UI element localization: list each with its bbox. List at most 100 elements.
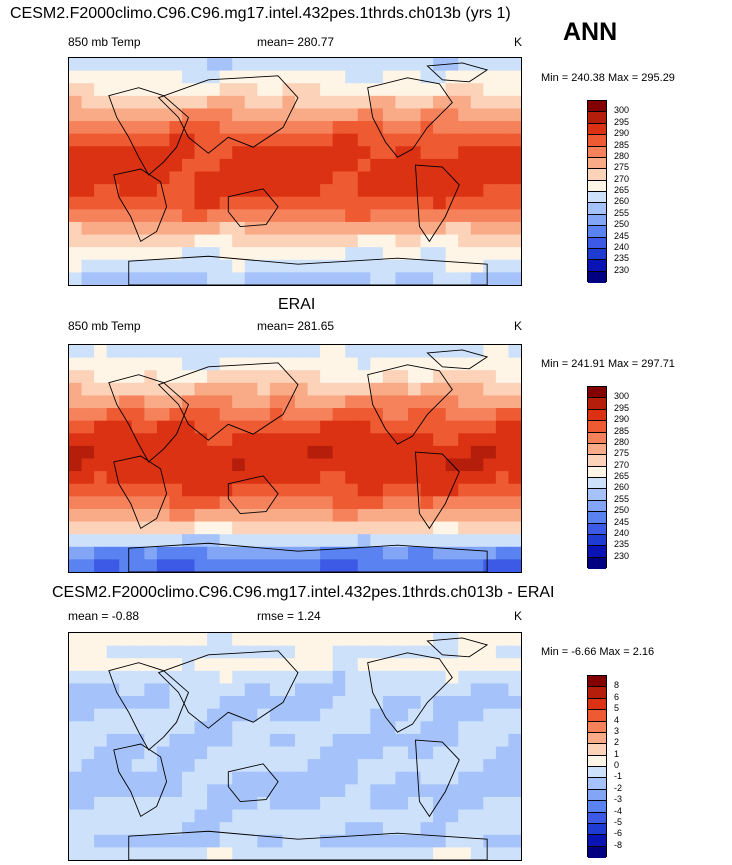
heatmap-cell [106,433,120,447]
heatmap-cell [269,633,283,647]
heatmap-cell [320,559,334,572]
heatmap-cell [106,58,120,72]
heatmap-cell [320,796,334,811]
heatmap-cell [470,658,484,672]
heatmap-cell [119,445,133,459]
heatmap-cell [282,721,296,735]
heatmap-cell [508,121,521,135]
heatmap-cell [182,483,196,497]
heatmap-cell [445,559,459,572]
heatmap-cell [94,370,108,384]
heatmap-cell [182,822,196,836]
heatmap-cell [106,658,120,672]
heatmap-cell [244,496,258,510]
colorbar-swatch [588,157,606,170]
heatmap-cell [207,259,221,273]
heatmap-cell [495,822,509,836]
heatmap-cell [207,796,221,811]
heatmap-cell [307,670,321,684]
heatmap-cell [144,108,158,122]
heatmap-cell [433,847,447,860]
colorbar-tick-label: 6 [614,691,620,702]
coastline [157,650,299,729]
heatmap-cell [370,121,384,135]
heatmap-cell [508,733,521,747]
heatmap-cell [69,95,83,109]
heatmap-cell [295,370,309,384]
heatmap-cell [382,809,396,823]
heatmap-cell [169,171,183,185]
heatmap-cell [433,508,447,523]
heatmap-cell [433,771,447,785]
heatmap-cell [156,683,170,697]
heatmap-cell [382,445,396,459]
heatmap-cell [495,759,509,773]
heatmap-cell [495,247,509,261]
heatmap-cell [382,382,396,396]
heatmap-cell [320,759,334,773]
heatmap-cell [207,58,221,72]
heatmap-cell [483,259,497,273]
heatmap-cell [169,196,183,210]
heatmap-cell [156,133,170,147]
colorbar-swatch [588,260,606,272]
heatmap-cell [182,133,196,147]
heatmap-cell [156,708,170,722]
heatmap-cell [458,633,472,647]
heatmap-cell [94,721,108,735]
heatmap-cell [207,83,221,97]
heatmap-cell [269,483,283,497]
heatmap-cell [332,133,346,147]
heatmap-cell [433,171,447,185]
heatmap-cell [207,357,221,371]
heatmap-cell [257,483,271,497]
heatmap-cell [483,471,497,485]
heatmap-cell [395,683,409,697]
heatmap-cell [207,234,221,248]
heatmap-cell [182,146,196,160]
heatmap-cell [420,345,434,359]
heatmap-cell [282,433,296,447]
heatmap-cell [131,534,145,548]
heatmap-cell [420,721,434,735]
heatmap-cell [182,370,196,384]
heatmap-cell [445,121,459,135]
heatmap-cell [282,534,296,548]
heatmap-cell [232,521,246,535]
heatmap-cell [81,546,95,560]
heatmap-cell [219,771,233,785]
heatmap-cell [131,247,145,261]
heatmap-cell [81,184,95,198]
heatmap-cell [282,272,296,285]
heatmap-cell [257,784,271,798]
heatmap-cell [508,247,521,261]
heatmap-cell [182,272,196,285]
heatmap-cell [207,645,221,659]
heatmap-cell [131,121,145,135]
heatmap-cell [295,108,309,122]
heatmap-cell [207,433,221,447]
heatmap-cell [332,721,346,735]
heatmap-cell [194,822,208,836]
heatmap-cell [495,546,509,560]
heatmap-cell [194,408,208,422]
heatmap-cell [94,382,108,396]
heatmap-cell [395,546,409,560]
heatmap-cell [508,559,521,572]
heatmap-cell [81,158,95,172]
heatmap-cell [207,420,221,434]
heatmap-cell [156,809,170,823]
heatmap-cell [244,445,258,459]
heatmap-cell [370,559,384,572]
heatmap-cell [395,196,409,210]
heatmap-cell [382,259,396,273]
heatmap-cell [106,508,120,523]
heatmap-cell [332,559,346,572]
heatmap-cell [495,95,509,109]
heatmap-cell [495,834,509,848]
heatmap-cell [458,708,472,722]
heatmap-cell [445,247,459,261]
heatmap-cell [144,121,158,135]
heatmap-cell [182,458,196,472]
heatmap-cell [144,357,158,371]
